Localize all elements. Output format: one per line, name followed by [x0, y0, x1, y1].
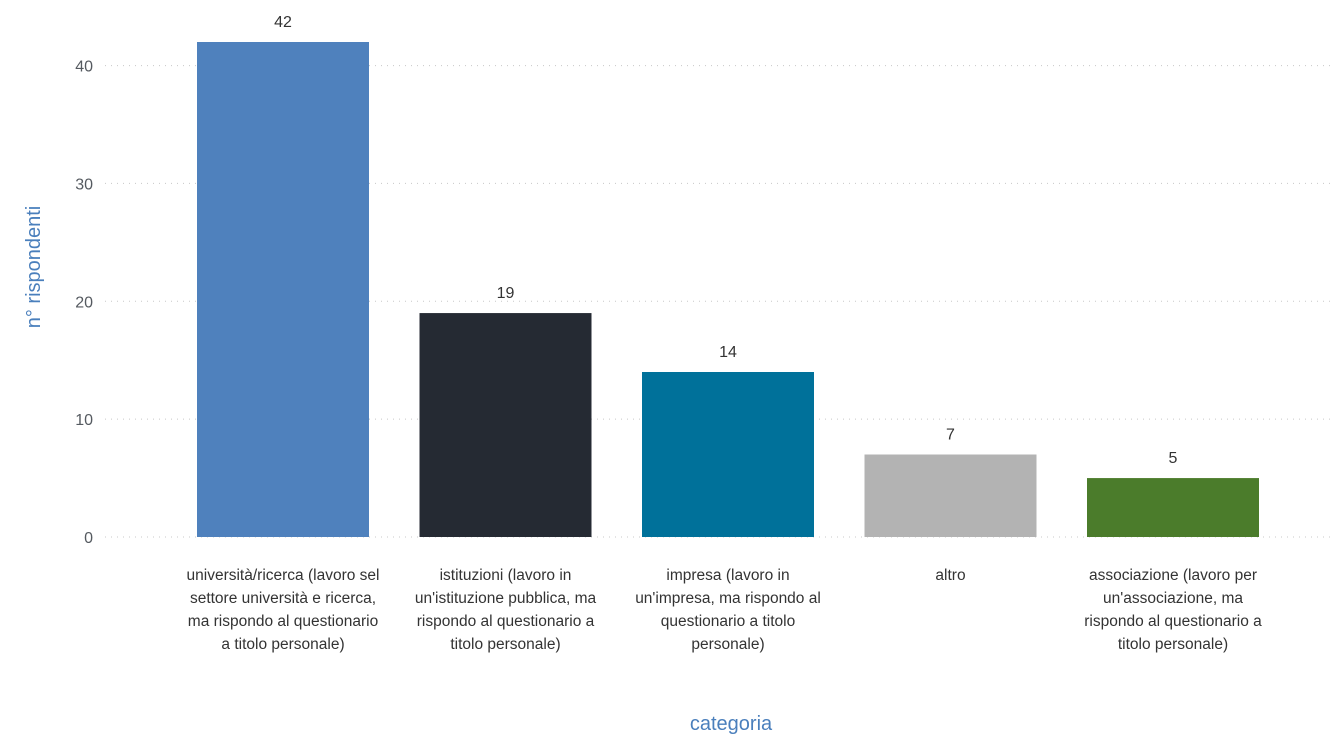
bar-value-label: 5 [1169, 450, 1178, 467]
bar-value-label: 42 [274, 14, 292, 31]
x-category-label: università/ricerca (lavoro sel settore u… [186, 567, 380, 653]
bar[interactable] [1087, 478, 1259, 537]
bar[interactable] [642, 372, 814, 537]
x-category-label: impresa (lavoro in un'impresa, ma rispon… [635, 567, 821, 653]
x-axis-title: categoria [690, 713, 773, 735]
y-tick-label: 20 [75, 294, 93, 311]
bar[interactable] [197, 42, 369, 537]
y-tick-label: 30 [75, 176, 93, 193]
x-category-label: istituzioni (lavoro in un'istituzione pu… [414, 567, 597, 653]
bar-value-label: 19 [497, 285, 515, 302]
y-tick-label: 10 [75, 412, 93, 429]
bar-value-label: 7 [946, 427, 955, 444]
y-tick-label: 0 [84, 530, 93, 547]
y-tick-label: 40 [75, 59, 93, 76]
bar[interactable] [419, 313, 592, 537]
x-category-label: associazione (lavoro per un'associazione… [1084, 567, 1262, 653]
bar[interactable] [864, 454, 1037, 538]
y-axis-title: n° rispondenti [23, 206, 45, 329]
x-category-label: altro [935, 567, 966, 584]
bar-value-label: 14 [719, 344, 737, 361]
